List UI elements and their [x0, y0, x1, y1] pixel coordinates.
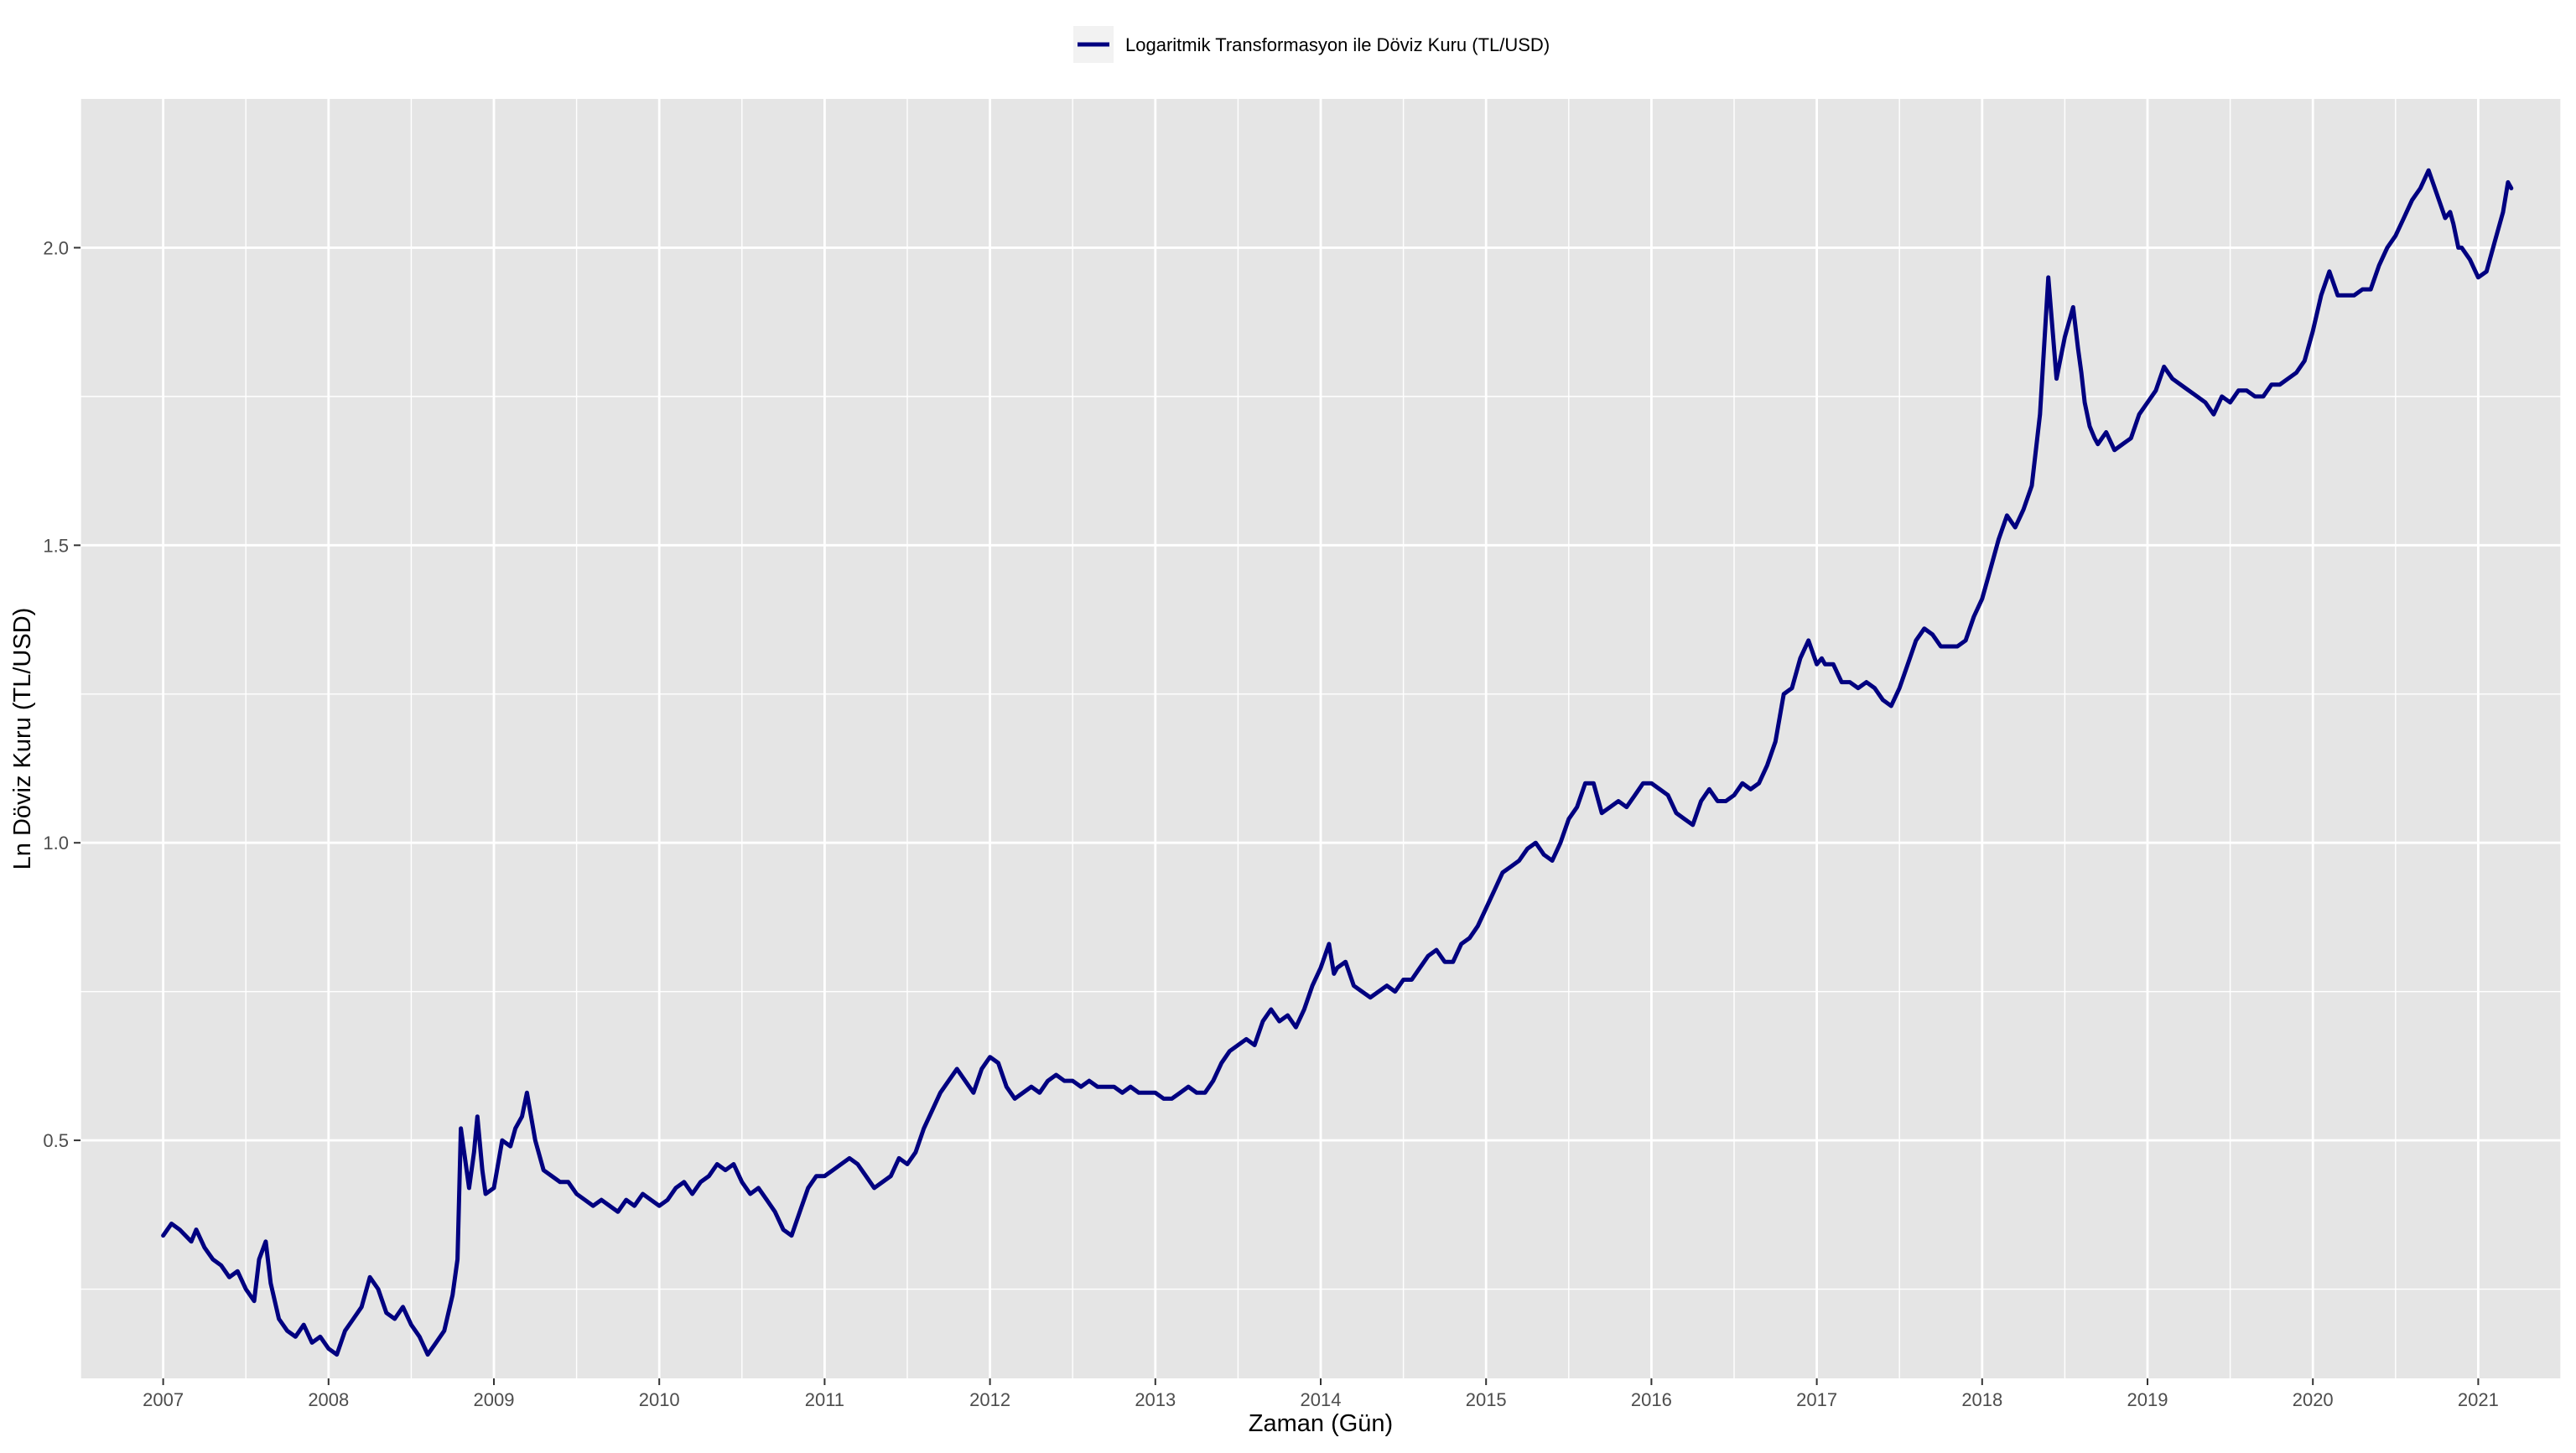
legend-label: Logaritmik Transformasyon ile Döviz Kuru…: [1125, 34, 1550, 55]
x-tick-label: 2021: [2458, 1389, 2499, 1410]
y-tick-label: 1.5: [43, 535, 69, 556]
series-line: [161, 168, 2514, 1357]
x-axis: 2007 2008 2009 2010 2011 2012 2013 2014 2015 2016…: [143, 1378, 2499, 1410]
series-layer: [161, 168, 2514, 1357]
x-tick-label: 2015: [1466, 1389, 1507, 1410]
y-axis-title: Ln Döviz Kuru (TL/USD): [9, 608, 36, 870]
x-tick-label: 2012: [969, 1389, 1010, 1410]
y-axis: 0.5 1.0 1.5 2.0: [43, 237, 80, 1151]
x-tick-label: 2011: [805, 1389, 844, 1410]
x-tick-label: 2018: [1961, 1389, 2002, 1410]
y-tick-label: 2.0: [43, 237, 69, 258]
x-tick-label: 2020: [2293, 1389, 2334, 1410]
x-tick-label: 2014: [1301, 1389, 1342, 1410]
x-tick-label: 2007: [143, 1389, 184, 1410]
x-tick-label: 2010: [639, 1389, 680, 1410]
x-tick-label: 2016: [1631, 1389, 1672, 1410]
x-tick-label: 2009: [474, 1389, 515, 1410]
x-tick-label: 2013: [1135, 1389, 1176, 1410]
y-tick-label: 1.0: [43, 833, 69, 854]
x-tick-label: 2017: [1796, 1389, 1837, 1410]
x-axis-title: Zaman (Gün): [1249, 1410, 1393, 1437]
x-tick-label: 2019: [2127, 1389, 2168, 1410]
y-tick-label: 0.5: [43, 1130, 69, 1151]
legend: Logaritmik Transformasyon ile Döviz Kuru…: [1073, 26, 1550, 63]
grid-major: [80, 99, 2561, 1378]
x-tick-label: 2008: [308, 1389, 349, 1410]
